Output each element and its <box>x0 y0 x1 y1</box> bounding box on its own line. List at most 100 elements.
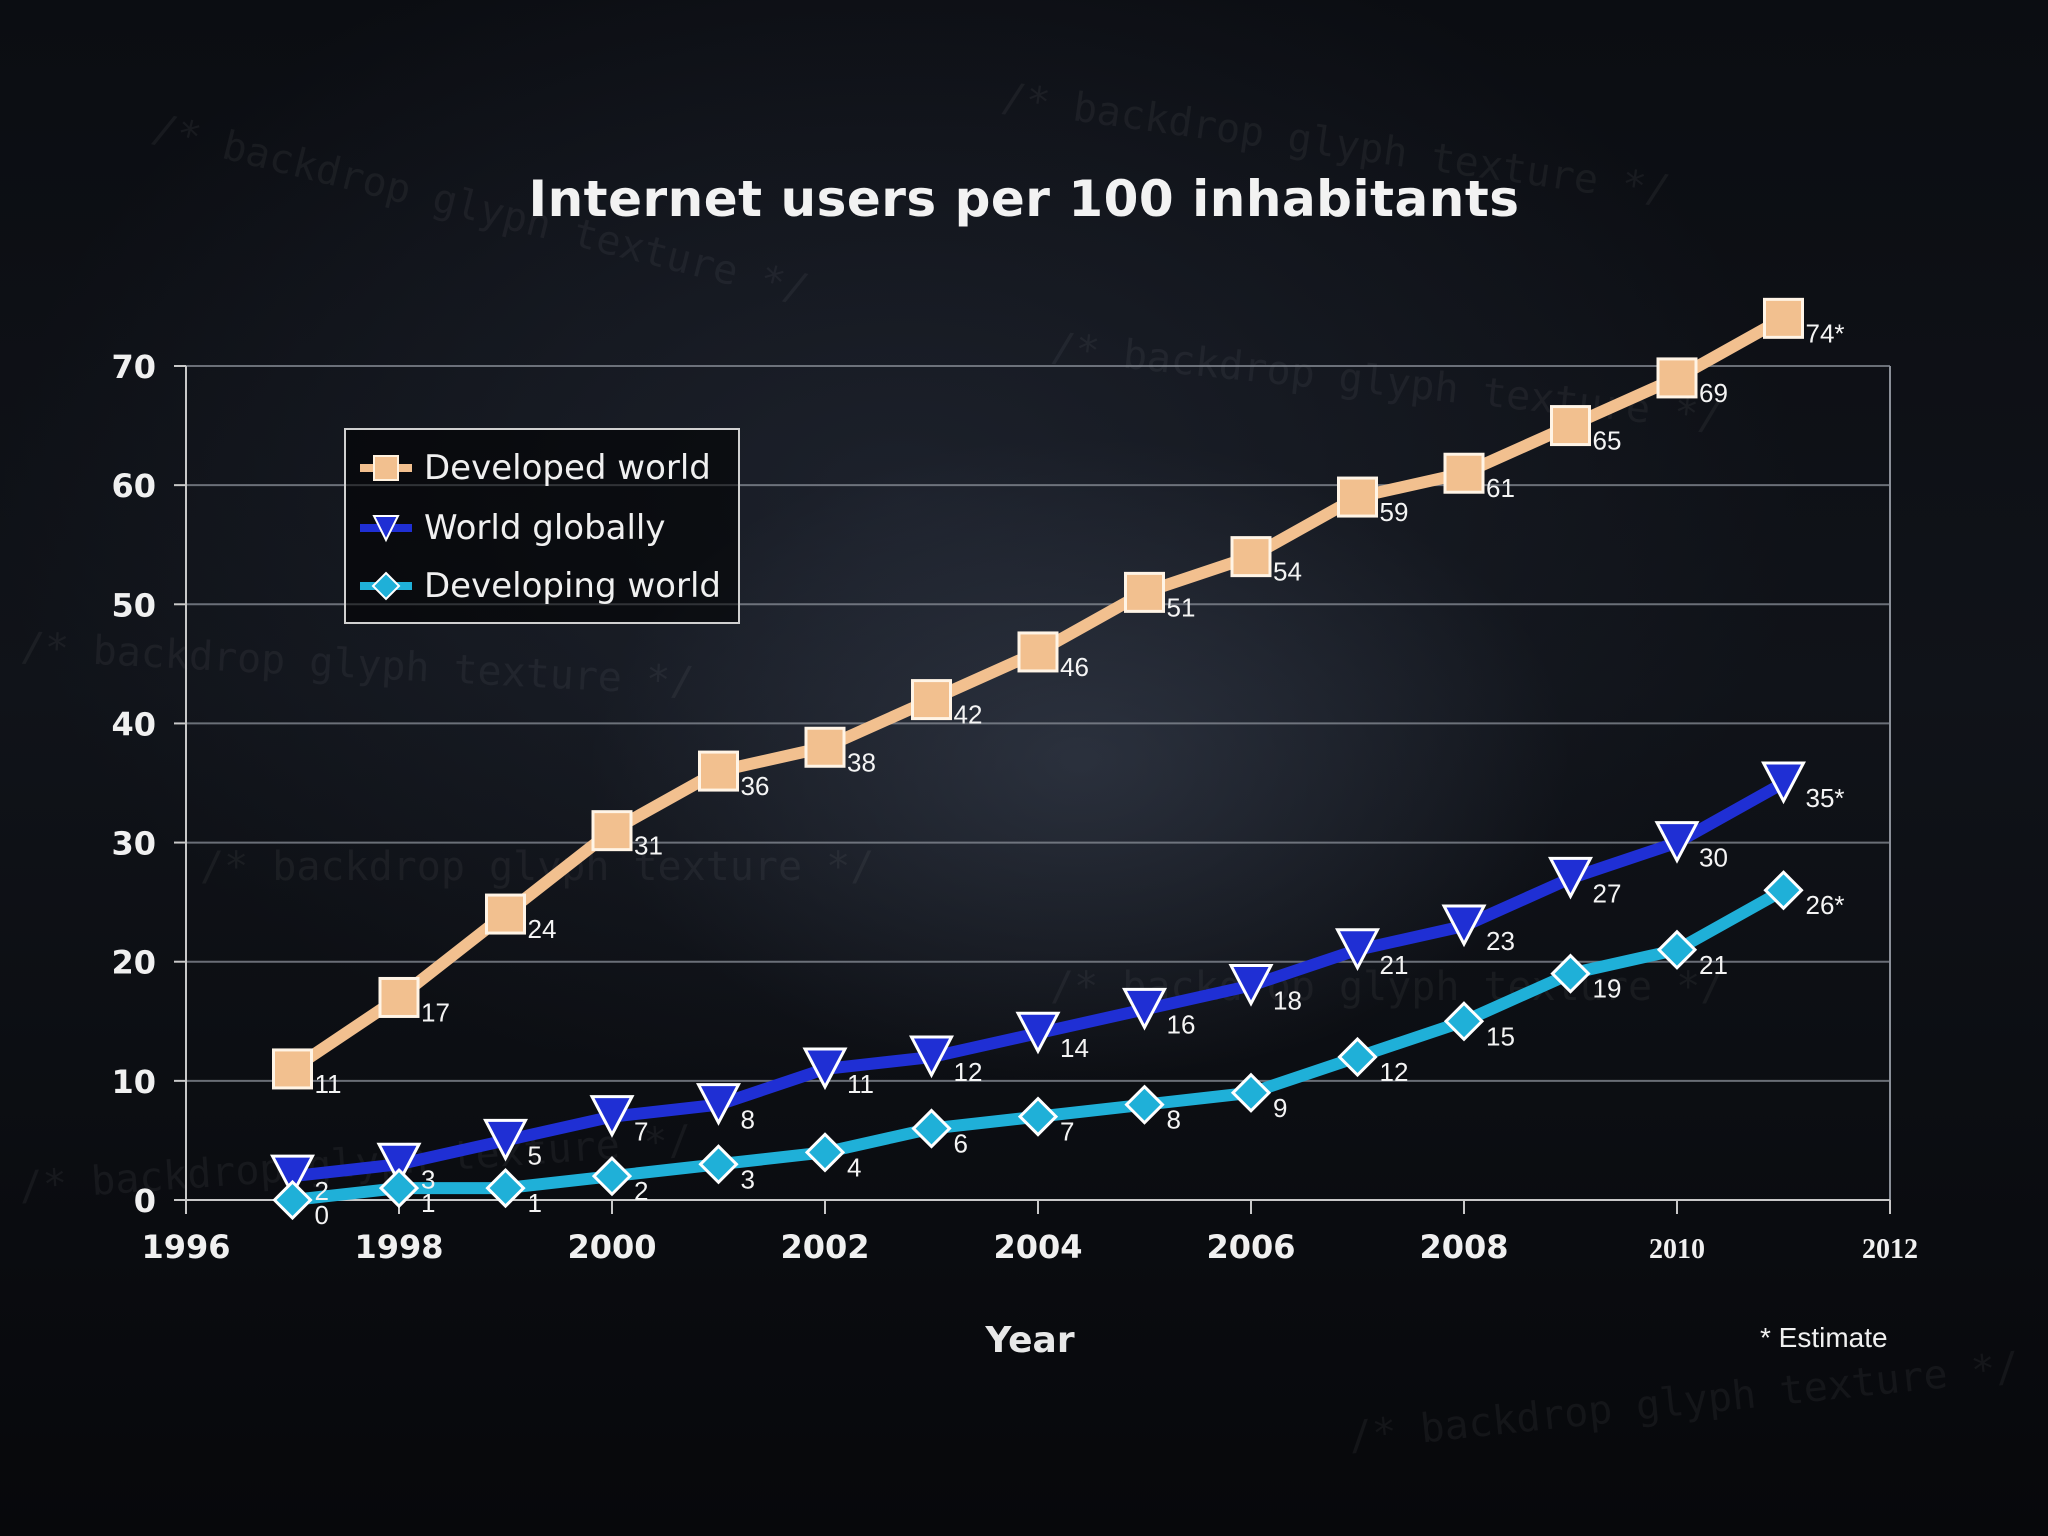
data-label: 17 <box>421 997 450 1027</box>
triangle-marker <box>1015 1011 1061 1055</box>
data-label: 15 <box>1486 1021 1515 1051</box>
data-label: 2 <box>634 1176 648 1206</box>
triangle-down-marker-icon <box>360 515 412 543</box>
x-tick-label: 2012 <box>1862 1234 1918 1265</box>
data-label: 27 <box>1593 878 1622 908</box>
diamond-marker <box>1443 1001 1485 1042</box>
diamond-marker <box>1230 1072 1272 1113</box>
data-label: 14 <box>1060 1033 1089 1063</box>
triangle-marker <box>1654 821 1700 864</box>
square-marker <box>272 1048 313 1090</box>
triangle-marker <box>1122 987 1167 1031</box>
data-label: 61 <box>1486 473 1515 503</box>
diamond-marker <box>911 1108 952 1149</box>
y-tick-label: 40 <box>111 705 156 743</box>
y-tick-label: 30 <box>111 825 156 863</box>
data-label: 0 <box>315 1200 329 1230</box>
data-label: 35* <box>1806 783 1845 813</box>
data-label: 11 <box>315 1069 342 1099</box>
square-marker <box>1656 357 1698 399</box>
data-label: 31 <box>634 831 663 861</box>
data-label: 59 <box>1380 497 1409 527</box>
legend-label: Developed world <box>424 448 711 488</box>
data-label: 16 <box>1167 1009 1196 1039</box>
data-label: 7 <box>1060 1117 1074 1147</box>
data-label: 30 <box>1699 843 1728 873</box>
x-tick-label: 2010 <box>1649 1234 1705 1265</box>
data-label: 65 <box>1593 426 1622 456</box>
triangle-marker <box>802 1047 848 1091</box>
legend-item-world-globally: World globally <box>360 504 730 552</box>
triangle-marker <box>1335 928 1380 972</box>
y-tick-label: 0 <box>134 1182 156 1220</box>
triangle-marker <box>1761 761 1806 805</box>
triangle-marker <box>483 1118 528 1162</box>
x-tick-label: 2008 <box>1419 1228 1508 1266</box>
series-lines <box>270 297 1806 1221</box>
square-marker-icon <box>360 455 412 481</box>
square-marker <box>1230 536 1272 578</box>
data-label: 46 <box>1060 652 1089 682</box>
chart-legend: Developed world World globally Developin… <box>344 428 740 624</box>
y-tick-label: 20 <box>111 944 156 982</box>
y-tick-label: 70 <box>111 348 156 386</box>
diamond-marker <box>591 1156 633 1197</box>
x-tick-label: 2006 <box>1206 1228 1295 1266</box>
estimate-footnote: * Estimate <box>1760 1322 1888 1353</box>
diamond-marker <box>698 1144 739 1185</box>
y-tick-label: 60 <box>111 467 156 505</box>
diamond-marker <box>1550 953 1591 994</box>
data-label: 21 <box>1380 950 1409 980</box>
square-marker <box>804 726 846 768</box>
data-label: 54 <box>1273 557 1302 587</box>
data-label: 69 <box>1699 378 1728 408</box>
diamond-marker <box>485 1167 526 1209</box>
square-marker <box>1017 631 1059 673</box>
data-label: 7 <box>634 1117 648 1147</box>
triangle-marker <box>696 1083 741 1126</box>
data-label: 42 <box>954 700 983 730</box>
data-label: 36 <box>741 771 770 801</box>
data-label: 12 <box>1380 1057 1409 1087</box>
data-label: 6 <box>954 1129 968 1159</box>
diamond-marker <box>804 1132 846 1173</box>
diamond-marker <box>1656 929 1698 970</box>
diamond-marker <box>378 1167 420 1209</box>
triangle-marker <box>270 1154 315 1198</box>
data-label: 8 <box>741 1105 755 1135</box>
data-label: 2 <box>315 1176 329 1206</box>
x-tick-label: 2002 <box>780 1228 869 1266</box>
data-label: 3 <box>741 1164 755 1194</box>
square-marker <box>591 810 633 852</box>
triangle-marker <box>589 1095 635 1138</box>
data-label: 11 <box>847 1069 874 1099</box>
data-label: 21 <box>1699 950 1728 980</box>
data-label: 9 <box>1273 1093 1287 1123</box>
legend-item-developed-world: Developed world <box>360 444 730 492</box>
square-marker <box>378 976 420 1018</box>
triangle-marker <box>376 1142 422 1186</box>
diamond-marker <box>1124 1084 1165 1125</box>
x-tick-label: 1998 <box>354 1228 443 1266</box>
x-axis-title: Year <box>984 1320 1074 1361</box>
square-marker <box>485 893 526 935</box>
data-label: 38 <box>847 747 876 777</box>
square-marker <box>1550 405 1591 447</box>
square-marker <box>698 750 739 792</box>
diamond-marker <box>1337 1036 1378 1078</box>
legend-label: Developing world <box>424 566 721 606</box>
square-marker <box>1763 297 1804 339</box>
data-label: 3 <box>421 1164 435 1194</box>
data-label: 1 <box>528 1188 542 1218</box>
data-label: 1 <box>421 1188 435 1218</box>
x-tick-label: 2004 <box>993 1228 1082 1266</box>
chart-title: Internet users per 100 inhabitants <box>528 170 1520 228</box>
triangle-marker <box>909 1035 954 1079</box>
diamond-marker <box>1017 1096 1059 1137</box>
y-tick-label: 10 <box>111 1063 156 1101</box>
data-label: 18 <box>1273 986 1302 1016</box>
triangle-marker <box>1548 856 1593 900</box>
